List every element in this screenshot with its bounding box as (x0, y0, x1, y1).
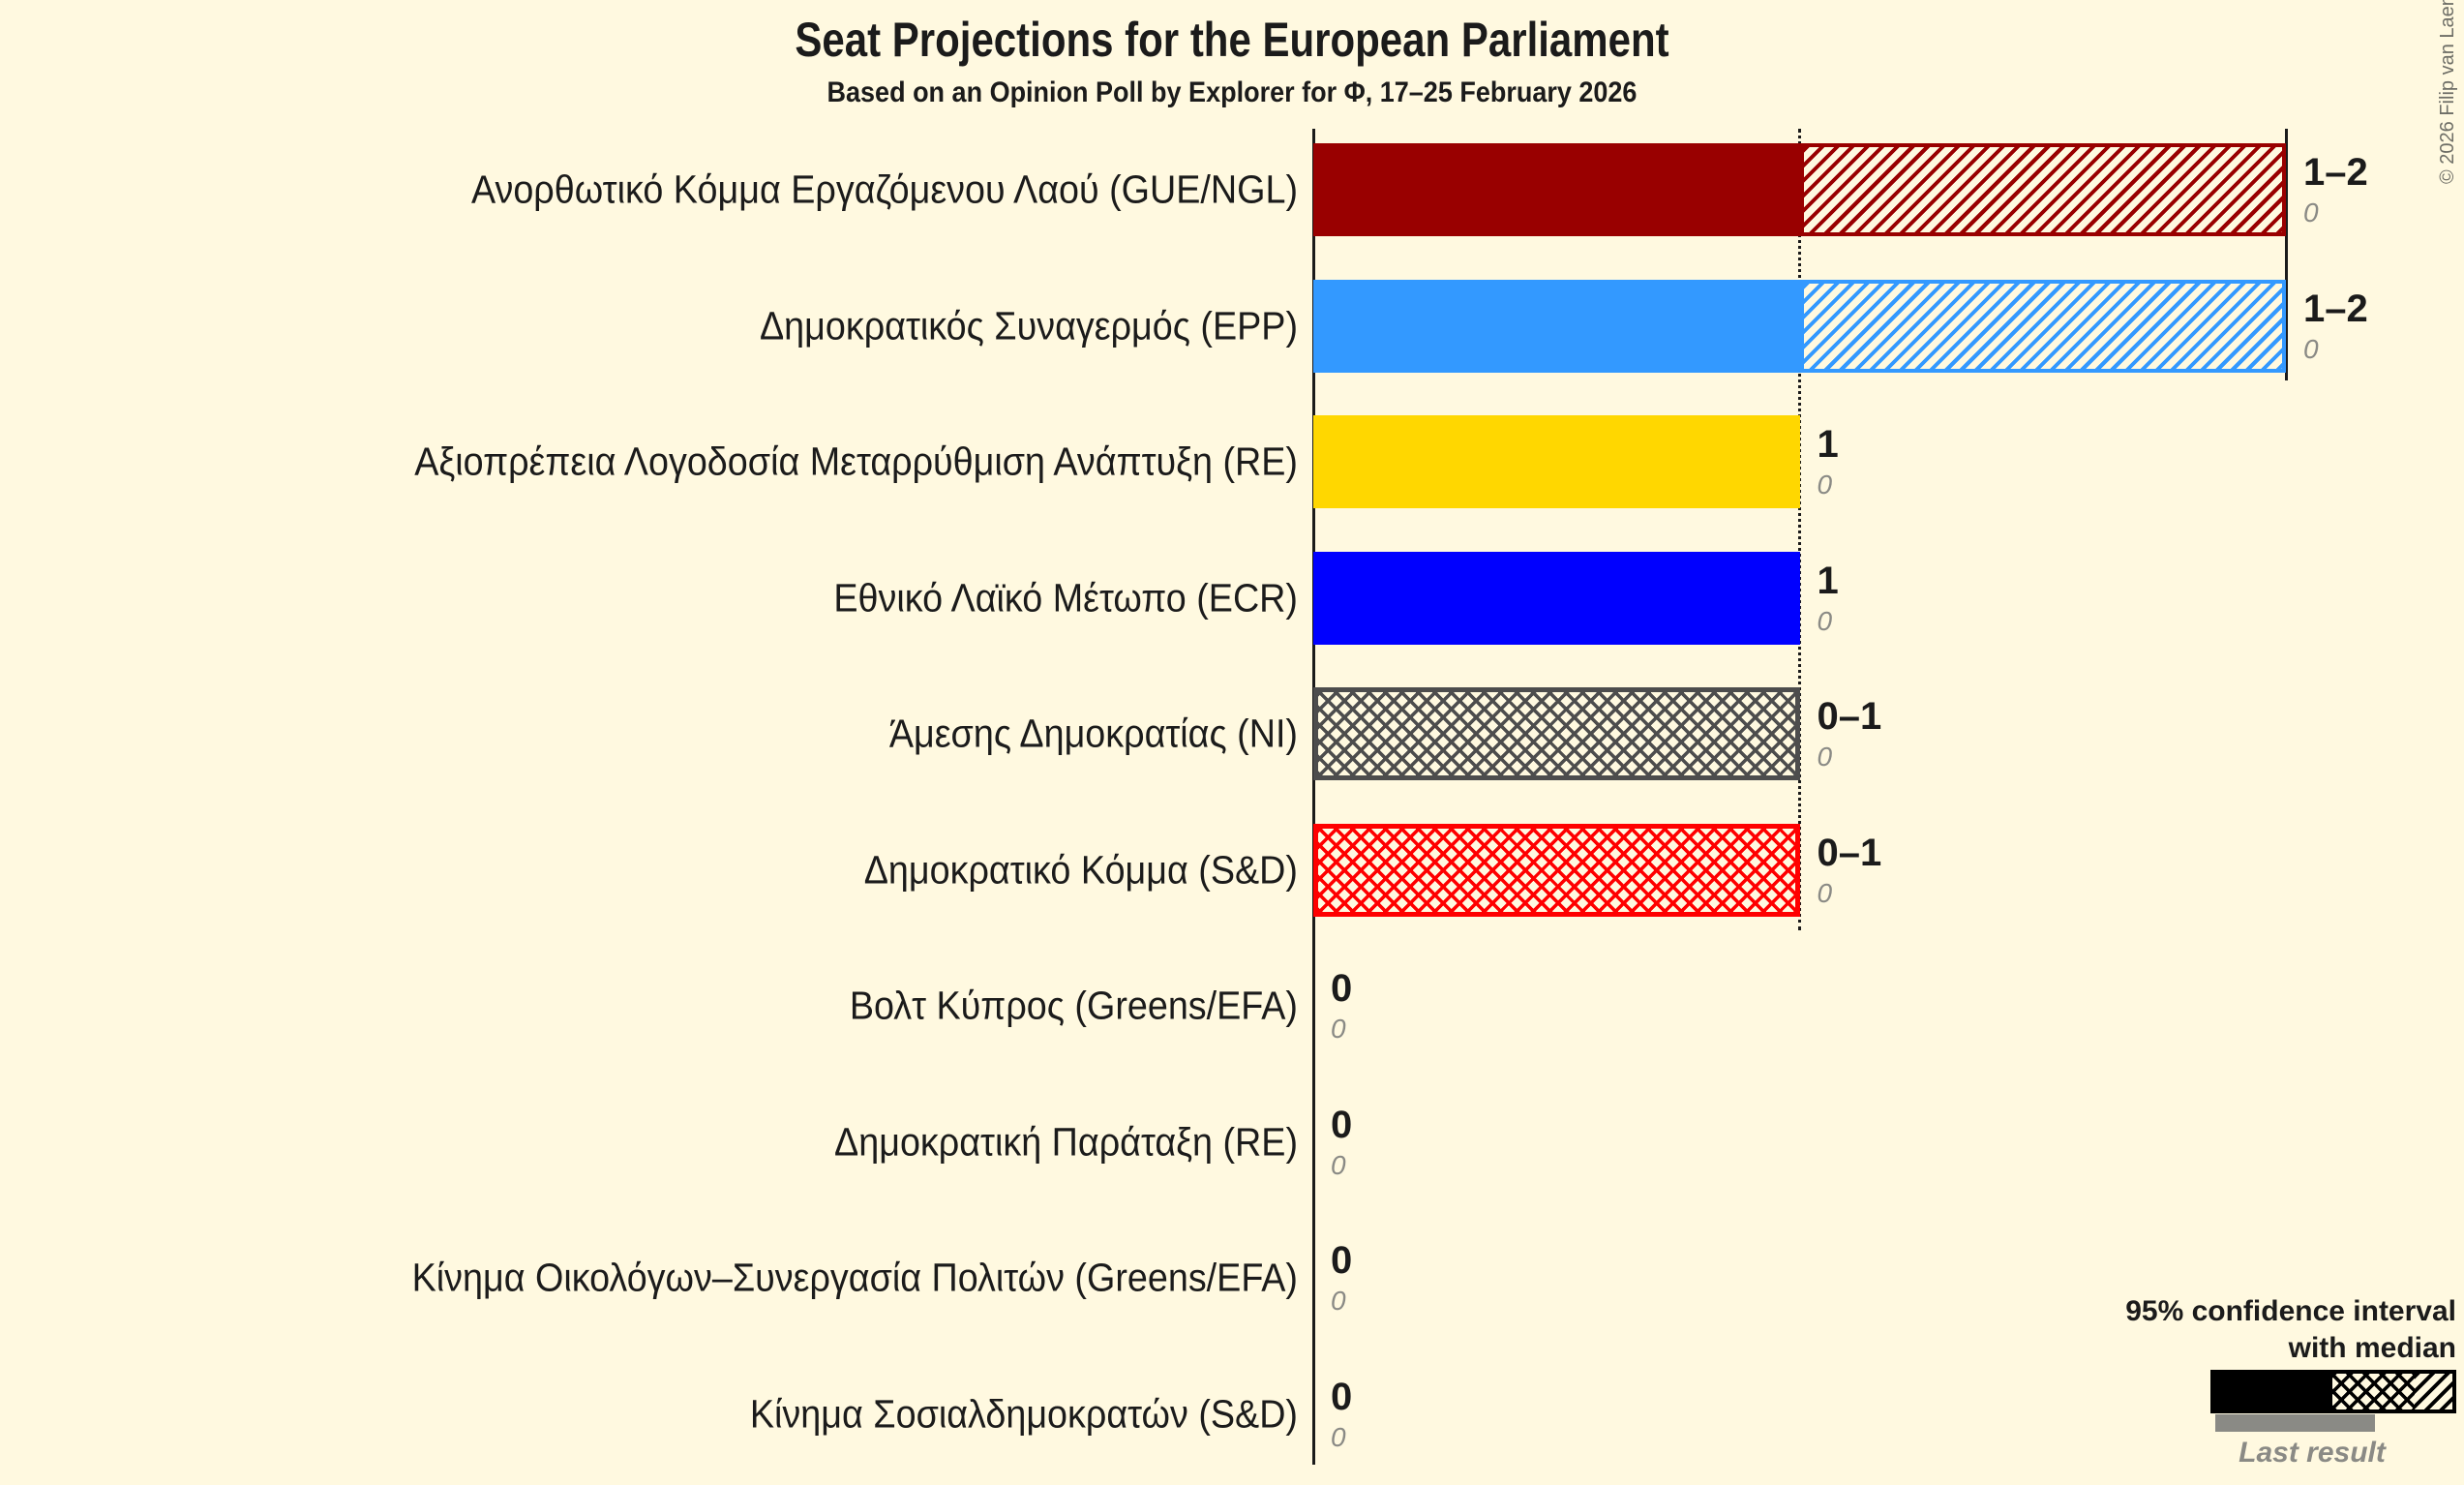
bar-track: 1–2 0 (1313, 279, 2368, 373)
ci-value-label: 0–1 (1817, 831, 1882, 874)
chart-row: Κίνημα Σοσιαλδημοκρατών (S&D) 0 0 (0, 1347, 2464, 1483)
party-label: Κίνημα Σοσιαλδημοκρατών (S&D) (749, 1391, 1298, 1437)
last-result-value: 0 (1817, 877, 1833, 908)
chart-title: Seat Projections for the European Parlia… (795, 13, 1669, 67)
legend-sample-bar (2210, 1370, 2456, 1413)
party-label: Δημοκρατική Παράταξη (RE) (834, 1119, 1298, 1165)
chart-row: Βολτ Κύπρος (Greens/EFA) 0 0 (0, 938, 2464, 1075)
value-block: 0 0 (1331, 959, 1352, 1052)
chart-row: Κίνημα Οικολόγων–Συνεργασία Πολιτών (Gre… (0, 1210, 2464, 1347)
ci-value-label: 1 (1817, 423, 1839, 467)
legend-crosshatch-segment (2332, 1374, 2415, 1409)
last-result-value: 0 (2303, 333, 2319, 364)
ci-value-label: 0 (1331, 967, 1353, 1011)
party-label: Δημοκρατικός Συναγερμός (EPP) (759, 303, 1298, 349)
bar-solid-segment (1313, 551, 1800, 645)
chart-row: Δημοκρατικό Κόμμα (S&D) 0–1 0 (0, 803, 2464, 939)
last-result-value: 0 (1331, 1149, 1346, 1180)
party-label: Κίνημα Οικολόγων–Συνεργασία Πολιτών (Gre… (411, 1255, 1298, 1300)
last-result-value: 0 (1817, 605, 1833, 636)
legend-caption-line1: 95% confidence interval (2125, 1295, 2456, 1327)
bar-diagonal-segment (1799, 279, 2286, 373)
bar-track: 1–2 0 (1313, 143, 2368, 237)
party-label: Εθνικό Λαϊκό Μέτωπο (ECR) (833, 575, 1298, 621)
value-block: 1 0 (1818, 415, 1839, 508)
party-label: Αξιοπρέπεια Λογοδοσία Μεταρρύθμιση Ανάπτ… (414, 439, 1298, 484)
party-label: Βολτ Κύπρος (Greens/EFA) (849, 983, 1298, 1028)
legend-last-result-label: Last result (2239, 1437, 2386, 1469)
bar-solid-segment (1313, 279, 1800, 373)
ci-value-label: 1–2 (2303, 287, 2368, 330)
legend-last-result-bar (2215, 1414, 2375, 1432)
chart-row: Δημοκρατικός Συναγερμός (EPP) 1–2 0 (0, 258, 2464, 395)
median-dotted-gridline (1798, 129, 1801, 930)
chart-row: Εθνικό Λαϊκό Μέτωπο (ECR) 1 0 (0, 530, 2464, 667)
bar-crosshatch-segment (1313, 823, 1800, 917)
value-block: 0–1 0 (1818, 687, 1882, 780)
chart-subtitle: Based on an Opinion Poll by Explorer for… (826, 76, 1638, 108)
party-label: Δημοκρατικό Κόμμα (S&D) (863, 847, 1298, 893)
bar-track: 1 0 (1313, 551, 1839, 645)
value-block: 1–2 0 (2303, 143, 2368, 236)
chart-row: Ανορθωτικό Κόμμα Εργαζόμενου Λαού (GUE/N… (0, 122, 2464, 258)
value-block: 0–1 0 (1818, 824, 1882, 917)
last-result-value: 0 (2303, 197, 2319, 228)
legend-caption: 95% confidence interval with median (2125, 1293, 2456, 1367)
chart-row: Αξιοπρέπεια Λογοδοσία Μεταρρύθμιση Ανάπτ… (0, 394, 2464, 530)
value-block: 0 0 (1331, 1231, 1352, 1324)
y-axis-line (1312, 129, 1315, 1465)
value-block: 0 0 (1331, 1096, 1352, 1189)
ci-value-label: 0 (1331, 1103, 1353, 1146)
value-block: 0 0 (1331, 1368, 1352, 1461)
chart-row: Άμεσης Δημοκρατίας (NI) 0–1 0 (0, 666, 2464, 803)
bar-diagonal-segment (1799, 143, 2286, 237)
ci-value-label: 0–1 (1817, 695, 1882, 739)
legend-caption-line2: with median (2288, 1332, 2456, 1364)
party-label: Άμεσης Δημοκρατίας (NI) (888, 711, 1298, 756)
bar-crosshatch-segment (1313, 687, 1800, 781)
last-result-value: 0 (1817, 742, 1833, 773)
legend-diagonal-segment (2415, 1374, 2452, 1409)
value-block: 1–2 0 (2303, 280, 2368, 373)
bar-track: 1 0 (1313, 415, 1839, 509)
last-result-value: 0 (1817, 470, 1833, 500)
bar-track: 0–1 0 (1313, 823, 1881, 917)
legend-solid-segment (2214, 1374, 2332, 1409)
bar-solid-segment (1313, 143, 1800, 237)
chart-rows: Ανορθωτικό Κόμμα Εργαζόμενου Λαού (GUE/N… (0, 122, 2464, 1482)
value-block: 1 0 (1818, 552, 1839, 645)
max-value-tick-line (2285, 129, 2288, 380)
party-label: Ανορθωτικό Κόμμα Εργαζόμενου Λαού (GUE/N… (470, 167, 1298, 212)
ci-value-label: 1–2 (2303, 151, 2368, 195)
bar-solid-segment (1313, 415, 1800, 509)
last-result-value: 0 (1331, 1014, 1346, 1045)
ci-value-label: 1 (1817, 559, 1839, 602)
bar-track: 0–1 0 (1313, 687, 1881, 781)
chart-row: Δημοκρατική Παράταξη (RE) 0 0 (0, 1075, 2464, 1211)
last-result-value: 0 (1331, 1286, 1346, 1317)
ci-value-label: 0 (1331, 1239, 1353, 1283)
last-result-value: 0 (1331, 1421, 1346, 1452)
ci-value-label: 0 (1331, 1375, 1353, 1418)
